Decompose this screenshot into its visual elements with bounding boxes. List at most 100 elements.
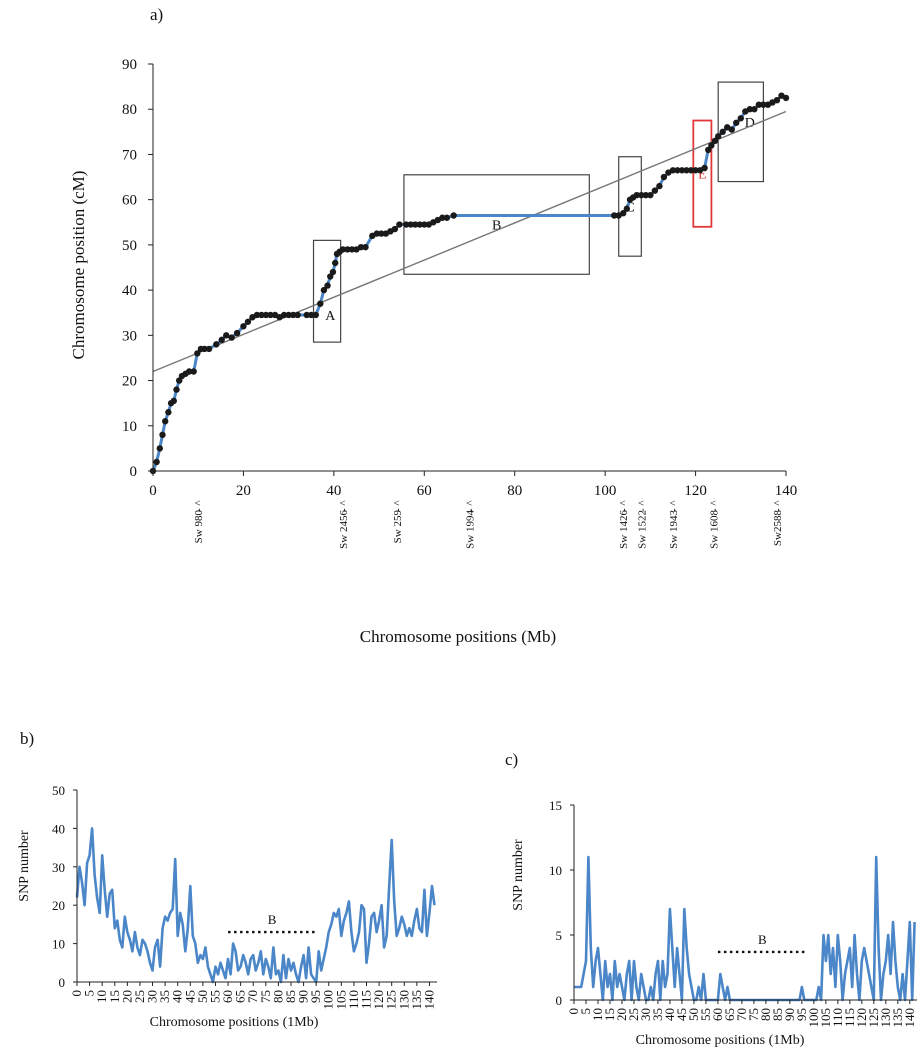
x-tick-label: 45 (674, 1008, 689, 1021)
marker-label: Sw 980 (193, 510, 205, 544)
data-point (755, 101, 763, 108)
x-tick-label: 60 (710, 1008, 725, 1021)
x-tick-label: 35 (650, 1008, 665, 1021)
data-point (711, 137, 719, 145)
b-x-axis-title: Chromosome positions (1Mb) (150, 1015, 319, 1030)
data-point (450, 212, 457, 219)
c-x-axis-title: Chromosome positions (1Mb) (636, 1033, 805, 1048)
x-tick-label: 125 (384, 990, 399, 1010)
data-point (289, 311, 297, 319)
data-point (258, 311, 265, 319)
data-point (190, 368, 197, 375)
x-tick-label: 55 (698, 1008, 713, 1021)
region-b-label: B (758, 932, 767, 947)
y-tick-label: 50 (52, 783, 65, 798)
region-b-label: B (268, 912, 277, 927)
y-tick-label: 40 (52, 821, 65, 836)
series-line (75, 827, 436, 984)
region-box-d (717, 81, 764, 183)
data-point (285, 311, 292, 319)
data-point (240, 323, 247, 330)
marker-arrow: - ^ (392, 500, 404, 512)
data-point (633, 191, 640, 199)
x-tick-label: 50 (686, 1008, 701, 1021)
marker-arrow: - ^ (338, 500, 350, 512)
data-point (669, 167, 677, 174)
marker-label: Sw 1426 (618, 510, 630, 549)
data-point (692, 167, 699, 174)
panel-a-label: a) (150, 5, 163, 24)
data-point (185, 368, 193, 375)
a-x-axis-title: Chromosome positions (Mb) (360, 627, 556, 646)
data-point (638, 191, 645, 199)
x-tick-label: 35 (157, 990, 172, 1003)
x-tick-label: 140 (775, 483, 798, 499)
data-point (651, 187, 659, 194)
series-line (151, 94, 787, 472)
y-tick-label: 60 (122, 193, 137, 209)
data-point (623, 205, 631, 212)
data-point (205, 345, 213, 353)
data-point (403, 221, 410, 228)
x-tick-label: 135 (409, 990, 424, 1010)
marker-label: Sw 1994 (465, 510, 477, 549)
b-y-axis-title: SNP number (17, 830, 32, 902)
y-tick-label: 15 (549, 798, 562, 813)
data-point (329, 268, 337, 276)
y-tick-label: 70 (122, 147, 137, 163)
data-point (760, 101, 767, 108)
y-tick-label: 0 (130, 464, 138, 480)
data-point (308, 311, 315, 319)
x-tick-label: 90 (782, 1008, 797, 1021)
data-point (610, 212, 618, 219)
x-tick-label: 5 (578, 1008, 593, 1015)
x-tick-label: 130 (878, 1008, 893, 1028)
region-label-d: D (745, 116, 755, 131)
x-tick-label: 90 (296, 990, 311, 1003)
marker-arrow: - ^ (772, 500, 784, 512)
x-tick-label: 20 (119, 990, 134, 1003)
x-tick-label: 95 (308, 990, 323, 1003)
data-point (733, 119, 740, 126)
x-tick-label: 100 (806, 1008, 821, 1028)
x-tick-label: 15 (107, 990, 122, 1003)
x-tick-label: 0 (149, 483, 157, 499)
x-tick-label: 50 (195, 990, 210, 1003)
x-tick-label: 100 (321, 990, 336, 1010)
y-tick-label: 20 (122, 374, 137, 390)
data-point (156, 445, 163, 452)
x-tick-label: 125 (866, 1008, 881, 1028)
data-point (773, 96, 781, 104)
x-tick-label: 110 (830, 1008, 845, 1027)
data-point (280, 311, 288, 319)
x-tick-label: 105 (818, 1008, 833, 1028)
data-point (294, 311, 301, 319)
data-point (751, 106, 758, 113)
data-point (362, 243, 369, 251)
data-point (746, 106, 754, 113)
data-point (701, 164, 708, 172)
x-tick-label: 0 (566, 1008, 581, 1015)
data-point (407, 221, 414, 228)
region-box-c (618, 156, 642, 257)
x-tick-label: 80 (270, 990, 285, 1003)
data-point (344, 246, 351, 253)
marker-label: Sw 259 (392, 510, 404, 544)
data-point (332, 259, 339, 267)
x-tick-label: 5 (82, 990, 97, 997)
panel-b-label: b) (20, 729, 34, 748)
data-point (253, 311, 261, 319)
data-point (737, 115, 744, 122)
y-tick-label: 10 (122, 419, 137, 435)
x-tick-label: 85 (283, 990, 298, 1003)
data-point (170, 397, 177, 405)
data-point (233, 329, 241, 337)
data-point (728, 126, 735, 133)
data-point (162, 418, 169, 425)
panel-c: c) B 05101520253035404550556065707580859… (505, 750, 917, 1048)
data-point (416, 221, 423, 228)
x-tick-label: 115 (842, 1008, 857, 1027)
x-tick-label: 100 (594, 483, 617, 499)
region-label-b: B (492, 219, 501, 234)
